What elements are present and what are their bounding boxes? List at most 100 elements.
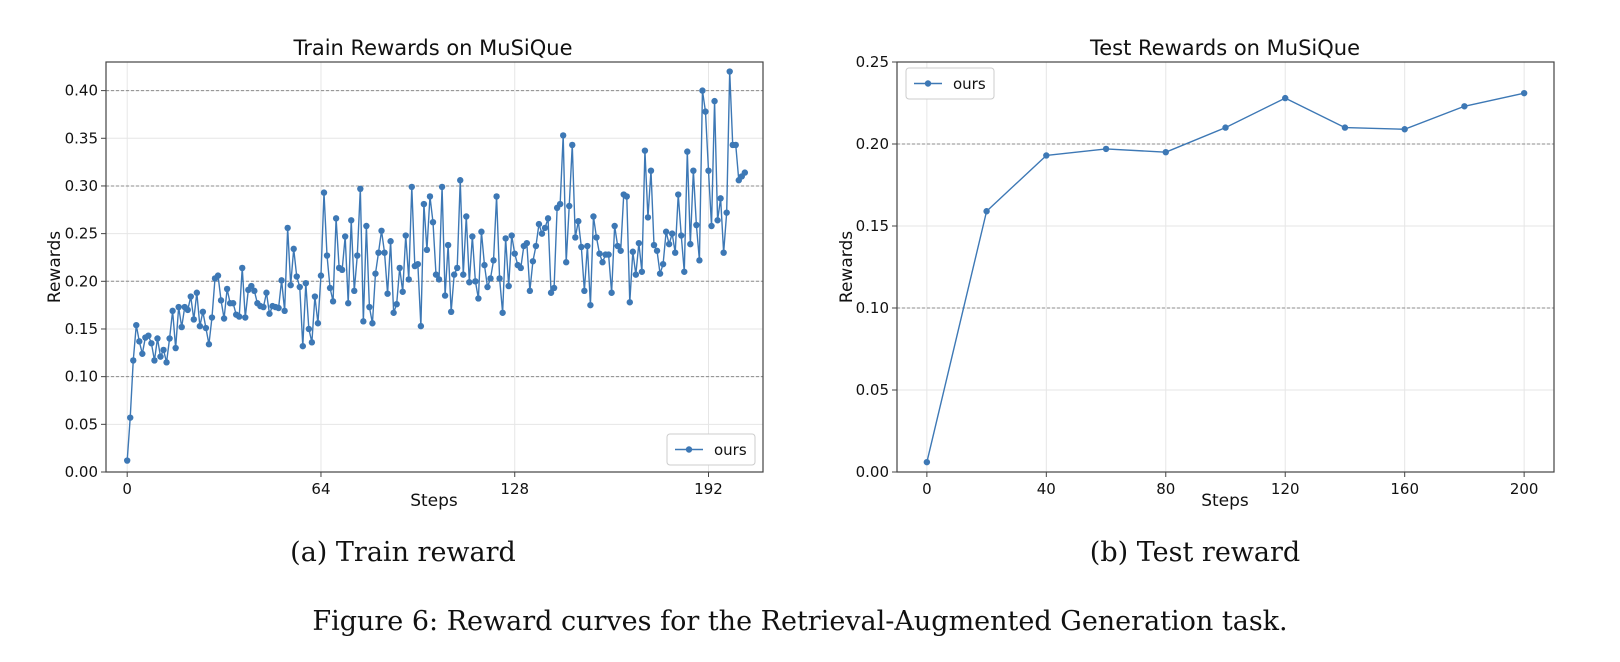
chart-a-data-point xyxy=(687,240,694,248)
chart-a-data-point xyxy=(650,241,658,249)
chart-a-data-point xyxy=(481,261,488,269)
chart-a-data-point xyxy=(529,258,537,265)
chart-a-data-point xyxy=(499,309,506,316)
chart-a-data-point xyxy=(360,318,367,325)
chart-a-y-tick-label: 0.30 xyxy=(65,177,98,195)
chart-a-data-point xyxy=(484,283,491,291)
chart-b-y-tick-label: 0.15 xyxy=(856,217,889,235)
chart-a-series xyxy=(123,68,749,464)
chart-a-data-point xyxy=(402,232,409,239)
chart-a-data-point xyxy=(293,273,300,280)
chart-a-data-point xyxy=(223,285,231,293)
chart-b-caption: (b) Test reward xyxy=(1090,537,1300,568)
chart-a-data-point xyxy=(263,289,270,296)
chart-a-ylabel: Rewards xyxy=(45,231,65,303)
chart-a-data-point xyxy=(581,287,588,295)
chart-a-data-point xyxy=(632,271,640,278)
chart-a-data-point xyxy=(378,227,385,234)
chart-a-data-point xyxy=(363,222,370,230)
chart-a-data-point xyxy=(435,276,443,283)
chart-a-data-point xyxy=(490,257,497,264)
chart-a-data-point xyxy=(305,325,313,333)
chart-a-data-point xyxy=(538,230,546,237)
chart-a-data-point xyxy=(338,266,346,274)
chart-a-data-point xyxy=(438,183,446,191)
chart-b-data-point xyxy=(1520,89,1528,97)
chart-a-data-point xyxy=(569,141,576,149)
chart-a-data-point xyxy=(302,280,310,287)
chart-a-data-point xyxy=(420,200,428,208)
chart-a-data-point xyxy=(148,340,155,347)
chart-a-y-tick-label: 0.05 xyxy=(65,415,98,433)
chart-a-data-point xyxy=(699,87,706,94)
chart-a-data-point xyxy=(136,338,143,345)
chart-a-data-point xyxy=(447,308,455,316)
chart-a-data-point xyxy=(239,264,246,272)
chart-a-xlabel: Steps xyxy=(410,491,458,511)
chart-a-data-point xyxy=(323,252,331,259)
chart-a-data-point xyxy=(160,346,167,354)
chart-b-x-tick-label: 200 xyxy=(1510,480,1539,498)
chart-a-data-point xyxy=(665,240,673,248)
chart-a-y-ticks: 0.00 0.05 0.10 0.15 0.20 0.25 0.30 0.35 0.40 xyxy=(65,82,106,481)
chart-a-y-tick-label: 0.00 xyxy=(65,463,98,481)
chart-a-data-point xyxy=(550,284,558,292)
chart-a-x-ticks: 0 64 128 192 xyxy=(122,472,723,498)
chart-b-xlabel: Steps xyxy=(1201,491,1249,511)
chart-a-data-point xyxy=(596,250,603,257)
chart-b-y-tick-label: 0.10 xyxy=(856,299,889,317)
chart-b-x-tick-label: 40 xyxy=(1037,480,1056,498)
chart-a-data-point xyxy=(278,277,285,284)
chart-a-data-point xyxy=(354,252,361,259)
chart-b-y-tick-label: 0.05 xyxy=(856,381,889,399)
chart-a-data-point xyxy=(296,283,303,291)
chart-a-data-point xyxy=(248,282,255,290)
chart-b-data-point xyxy=(1222,124,1229,131)
chart-a-series-line xyxy=(126,70,746,461)
chart-a-data-point xyxy=(505,282,512,290)
chart-b-title: Test Rewards on MuSiQue xyxy=(1089,36,1360,60)
chart-a-data-point xyxy=(390,309,397,316)
chart-a-data-point xyxy=(369,320,376,327)
chart-a-data-point xyxy=(708,222,715,230)
chart-a-data-point xyxy=(578,243,585,251)
chart-a-data-point xyxy=(281,307,288,315)
chart-a-data-point xyxy=(502,235,509,242)
chart-a-data-point xyxy=(478,228,485,235)
chart-a-data-point xyxy=(641,147,649,154)
chart-b-y-tick-label: 0.00 xyxy=(856,463,889,481)
chart-a-data-point xyxy=(157,353,164,360)
chart-a-data-point xyxy=(166,335,173,342)
chart-a-data-point xyxy=(702,108,709,115)
chart-a-data-point xyxy=(623,193,630,200)
chart-a-y-tick-label: 0.15 xyxy=(65,320,98,338)
chart-a-data-point xyxy=(493,193,500,200)
chart-a-data-point xyxy=(572,234,579,241)
chart-a-data-point xyxy=(266,310,273,317)
chart-a-data-point xyxy=(193,289,201,296)
chart-a-data-point xyxy=(175,303,182,311)
chart-a-data-point xyxy=(541,224,549,232)
chart-a-data-point xyxy=(444,241,452,249)
chart-a-data-point xyxy=(217,297,225,304)
chart-b-legend: ours xyxy=(905,67,995,100)
chart-a-data-point xyxy=(450,271,458,278)
chart-b-ylabel: Rewards xyxy=(837,231,857,303)
chart-a-y-tick-label: 0.40 xyxy=(65,82,98,100)
chart-a-data-point xyxy=(396,264,403,272)
chart-a-data-point xyxy=(399,288,406,295)
chart-a-data-point xyxy=(387,238,394,245)
chart-b-legend-marker xyxy=(924,80,932,87)
chart-b-data-point xyxy=(1043,152,1050,159)
chart-a-title: Train Rewards on MuSiQue xyxy=(292,36,572,60)
chart-a-data-point xyxy=(290,245,297,253)
chart-a-data-point xyxy=(575,218,582,225)
chart-a-data-point xyxy=(320,189,328,196)
chart-a-data-point xyxy=(675,191,682,198)
chart-a-data-point xyxy=(475,295,482,302)
chart-a-data-point xyxy=(644,214,652,221)
chart-a-data-point xyxy=(563,259,570,266)
chart-a-data-point xyxy=(205,341,213,348)
chart-a-data-point xyxy=(629,248,637,255)
chart-b-data-point xyxy=(1401,126,1408,133)
